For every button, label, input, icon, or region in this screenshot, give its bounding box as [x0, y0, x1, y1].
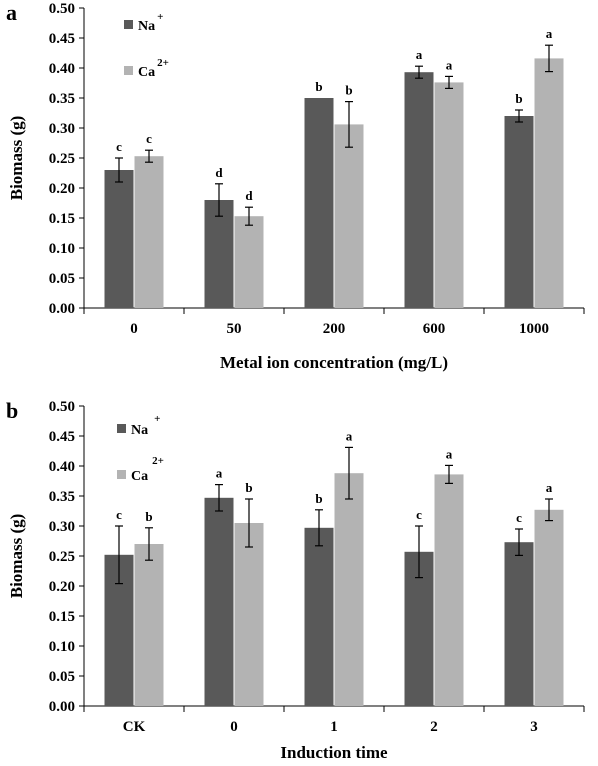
significance-label: b: [345, 83, 352, 98]
y-tick-label: 0.20: [49, 579, 75, 595]
y-tick-label: 0.05: [49, 271, 75, 287]
bar-na-2: [304, 98, 334, 308]
significance-label: a: [346, 428, 353, 443]
y-tick-label: 0.50: [49, 1, 75, 17]
legend-swatch-ca: [124, 66, 133, 75]
bar-na-4: [504, 542, 534, 706]
significance-label: a: [216, 466, 223, 481]
significance-label: a: [546, 480, 553, 495]
y-tick-label: 0.20: [49, 181, 75, 197]
significance-label: c: [416, 507, 422, 522]
x-tick-label: 2: [430, 719, 438, 735]
bar-ca-4: [534, 509, 564, 706]
y-tick-label: 0.45: [49, 429, 75, 445]
x-axis-title: Metal ion concentration (mg/L): [220, 353, 448, 372]
panel-letter: b: [6, 398, 18, 423]
y-tick-label: 0.25: [49, 549, 75, 565]
significance-label: d: [245, 188, 253, 203]
significance-label: c: [116, 139, 122, 154]
y-tick-label: 0.10: [49, 639, 75, 655]
significance-label: a: [446, 57, 453, 72]
significance-label: c: [516, 510, 522, 525]
y-tick-label: 0.35: [49, 91, 75, 107]
panel-letter: a: [6, 0, 17, 25]
significance-label: a: [546, 26, 553, 41]
legend-name: Na: [138, 19, 155, 34]
chart-panel-a: a Biomass (g) 0.00 0.05 0.10 0.15 0.20 0.25 0.30…: [6, 0, 585, 372]
bar-ca-0: [134, 544, 164, 706]
x-tick-label: 200: [323, 321, 346, 337]
bar-ca-3: [434, 82, 464, 309]
bar-ca-3: [434, 474, 464, 706]
x-tick-label: CK: [123, 719, 146, 735]
legend-name: Na: [131, 423, 148, 438]
y-tick-label: 0.50: [49, 399, 75, 415]
significance-label: c: [146, 131, 152, 146]
significance-label: b: [145, 509, 152, 524]
bar-ca-1: [234, 523, 264, 706]
y-tick-label: 0.25: [49, 151, 75, 167]
legend-superscript: +: [157, 11, 163, 23]
legend-swatch-na: [117, 424, 126, 433]
legend-label-na: Na +: [131, 413, 160, 438]
y-tick-label: 0.40: [49, 61, 75, 77]
bar-na-1: [204, 200, 234, 308]
legend-superscript: 2+: [157, 57, 169, 69]
y-tick-label: 0.00: [49, 699, 75, 715]
legend-superscript: 2+: [152, 455, 164, 467]
legend-swatch-na: [124, 20, 133, 29]
y-tick-label: 0.10: [49, 241, 75, 257]
bar-na-0: [104, 170, 134, 308]
y-tick-label: 0.40: [49, 459, 75, 475]
bar-ca-2: [334, 473, 364, 706]
legend-swatch-ca: [117, 470, 126, 479]
significance-label: c: [116, 507, 122, 522]
legend-name: Ca: [131, 469, 148, 484]
y-tick-label: 0.30: [49, 519, 75, 535]
x-tick-label: 1: [330, 719, 338, 735]
x-tick-label: 50: [227, 321, 242, 337]
y-axis-title: Biomass (g): [7, 116, 26, 201]
bar-na-4: [504, 116, 534, 308]
bar-na-1: [204, 497, 234, 706]
bar-na-2: [304, 527, 334, 706]
y-tick-label: 0.00: [49, 301, 75, 317]
bar-ca-2: [334, 124, 364, 309]
legend-label-na: Na+: [138, 11, 163, 34]
significance-label: a: [446, 446, 453, 461]
significance-label: b: [315, 491, 322, 506]
bar-ca-4: [534, 58, 564, 309]
x-tick-label: 600: [423, 321, 446, 337]
y-tick-label: 0.05: [49, 669, 75, 685]
x-tick-label: 0: [130, 321, 138, 337]
significance-label: b: [515, 91, 522, 106]
y-tick-label: 0.30: [49, 121, 75, 137]
chart-panel-b: b Biomass (g) 0.00 0.05 0.10 0.15 0.20 0.25 0.30…: [6, 398, 585, 762]
y-tick-label: 0.45: [49, 31, 75, 47]
bar-na-3: [404, 72, 434, 308]
legend-superscript: +: [154, 413, 160, 425]
y-tick-label: 0.15: [49, 609, 75, 625]
x-tick-label: 3: [530, 719, 538, 735]
significance-label: d: [215, 165, 223, 180]
legend-label-ca: Ca 2+: [131, 455, 164, 484]
legend-name: Ca: [138, 65, 155, 80]
bar-ca-1: [234, 216, 264, 308]
legend-label-ca: Ca2+: [138, 57, 169, 80]
x-tick-label: 0: [230, 719, 238, 735]
x-tick-label: 1000: [519, 321, 549, 337]
x-axis-title: Induction time: [280, 743, 388, 762]
y-tick-label: 0.35: [49, 489, 75, 505]
significance-label: b: [315, 79, 322, 94]
significance-label: b: [245, 480, 252, 495]
bar-ca-0: [134, 156, 164, 308]
y-tick-label: 0.15: [49, 211, 75, 227]
significance-label: a: [416, 47, 423, 62]
y-axis-title: Biomass (g): [7, 514, 26, 599]
